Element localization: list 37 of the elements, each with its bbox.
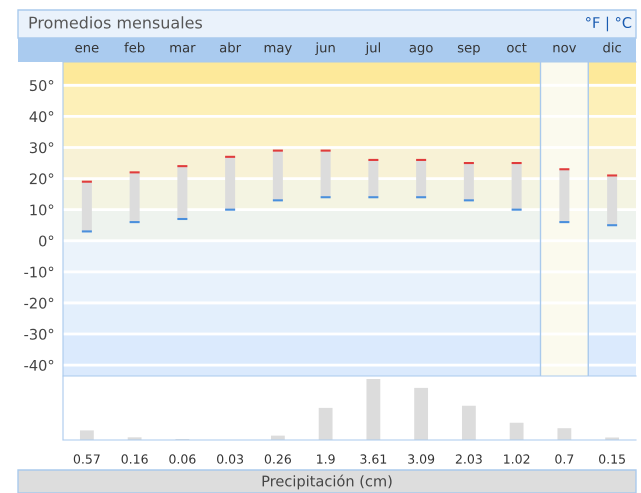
data-label: 0.03 [217, 454, 244, 464]
data-label: 0.26 [264, 454, 292, 464]
y-tick-label: 40° [30, 111, 54, 122]
y-tick-label: -20° [24, 298, 54, 309]
x-tick-label: jun [315, 42, 335, 56]
data-label: 1.02 [504, 454, 530, 464]
data-label: 3.09 [408, 454, 434, 464]
text: °F | °C [586, 16, 632, 32]
data-label: 2.03 [456, 454, 482, 464]
x-tick-label: ago [410, 44, 433, 56]
y-tick-label: 30° [30, 142, 54, 154]
y-tick-label: 50° [30, 80, 54, 92]
y-tick-label: -40° [24, 360, 54, 371]
x-tick-label: dic [603, 42, 621, 52]
x-axis-title: Precipitación (cm) [262, 474, 392, 490]
y-tick-label: 0° [39, 235, 54, 247]
y-tick-label: -10° [24, 266, 54, 278]
x-tick-label: jul [365, 42, 380, 56]
data-label: 0.16 [122, 454, 148, 464]
y-tick-label: 10° [30, 204, 54, 216]
x-tick-label: ene [75, 44, 98, 52]
x-tick-label: nov [553, 44, 576, 52]
data-label: 0.15 [599, 454, 625, 464]
x-tick-label: abr [220, 42, 242, 52]
x-tick-label: may [264, 44, 292, 56]
y-tick-label: 20° [30, 173, 54, 184]
data-label: 0.06 [169, 454, 196, 464]
x-tick-label: feb [124, 42, 144, 52]
data-label: 0.57 [74, 454, 100, 464]
chart-title: Promedios mensuales [30, 16, 202, 29]
x-tick-label: sep [458, 44, 480, 56]
x-tick-label: oct [507, 43, 527, 52]
data-label: 1.9 [317, 454, 335, 464]
y-tick-label: -30° [24, 328, 54, 340]
x-tick-label: mar [170, 44, 196, 52]
data-label: 0.7 [555, 454, 574, 464]
data-label: 3.61 [360, 454, 386, 464]
